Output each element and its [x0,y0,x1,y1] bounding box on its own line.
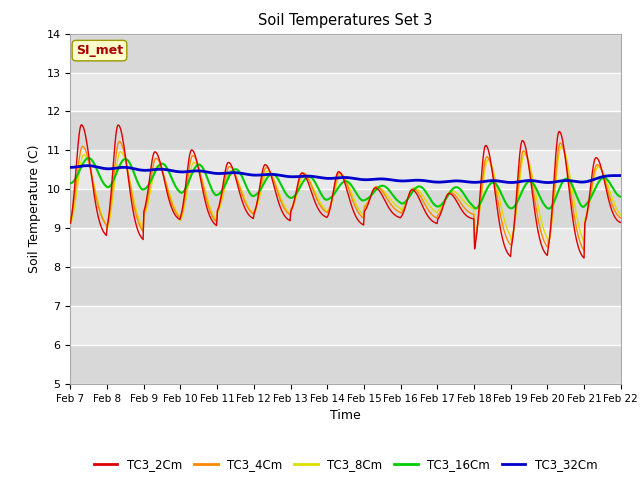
Bar [70,267,621,306]
Bar [70,111,621,150]
Title: Soil Temperatures Set 3: Soil Temperatures Set 3 [259,13,433,28]
Text: SI_met: SI_met [76,44,123,57]
Bar [70,345,621,384]
Bar [70,34,621,72]
Bar [70,189,621,228]
Y-axis label: Soil Temperature (C): Soil Temperature (C) [28,144,41,273]
Legend: TC3_2Cm, TC3_4Cm, TC3_8Cm, TC3_16Cm, TC3_32Cm: TC3_2Cm, TC3_4Cm, TC3_8Cm, TC3_16Cm, TC3… [89,454,602,476]
X-axis label: Time: Time [330,409,361,422]
